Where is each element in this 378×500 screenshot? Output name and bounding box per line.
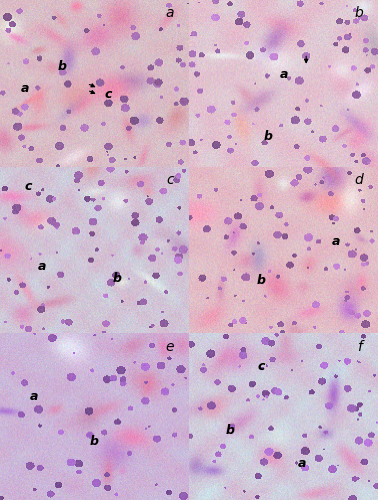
- Text: c: c: [166, 173, 174, 187]
- Text: b: b: [90, 435, 99, 448]
- Text: d: d: [355, 173, 364, 187]
- Text: a: a: [332, 235, 341, 248]
- Text: a: a: [279, 68, 288, 82]
- Text: a: a: [30, 390, 38, 403]
- Text: f: f: [357, 340, 361, 353]
- Text: b: b: [256, 274, 265, 286]
- Text: b: b: [58, 60, 67, 73]
- Text: c: c: [257, 360, 265, 373]
- Text: a: a: [20, 82, 29, 95]
- Text: e: e: [166, 340, 174, 353]
- Text: b: b: [355, 6, 364, 20]
- Text: a: a: [166, 6, 174, 20]
- Text: a: a: [298, 457, 307, 470]
- Text: a: a: [37, 260, 46, 273]
- Text: b: b: [113, 272, 122, 285]
- Text: c: c: [104, 88, 112, 102]
- Text: c: c: [25, 180, 32, 193]
- Text: b: b: [264, 130, 273, 143]
- Text: b: b: [226, 424, 235, 436]
